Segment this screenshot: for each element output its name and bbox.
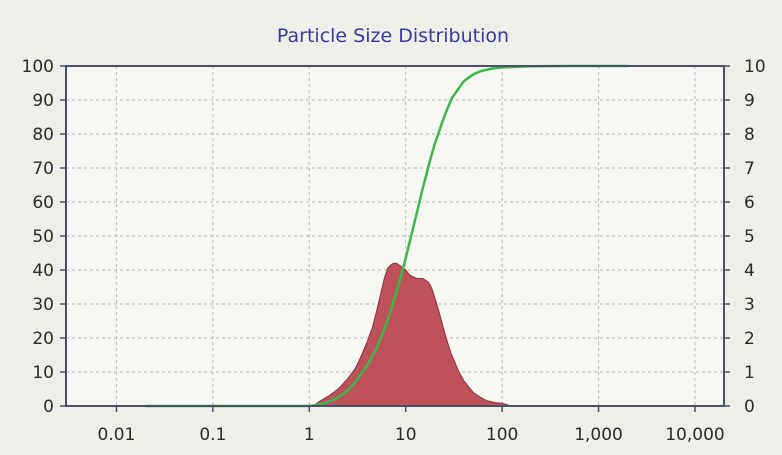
y-left-tick-label: 70 [32, 159, 54, 179]
x-tick-label: 100 [486, 425, 518, 445]
x-tick-label: 1,000 [574, 425, 623, 445]
y-right-tick-label: 9 [744, 91, 755, 111]
y-right-tick-label: 8 [744, 125, 755, 145]
cumulative-line [145, 64, 628, 408]
y-left-tick-label: 40 [32, 261, 54, 281]
x-tick-label: 1 [304, 425, 315, 445]
y-right-tick-label: 0 [744, 397, 755, 417]
y-right-tick-label: 2 [744, 329, 755, 349]
y-left-tick-label: 20 [32, 329, 54, 349]
y-right-tick-label: 10 [744, 57, 766, 77]
y-right-axis-ticks: 0 1 2 3 4 5 6 7 8 9 10 [724, 57, 766, 417]
y-left-tick-label: 30 [32, 295, 54, 315]
y-left-tick-label: 80 [32, 125, 54, 145]
x-tick-label: 10 [395, 425, 417, 445]
x-tick-label: 0.01 [97, 425, 135, 445]
y-left-tick-label: 60 [32, 193, 54, 213]
y-right-tick-label: 1 [744, 363, 755, 383]
y-left-tick-label: 90 [32, 91, 54, 111]
x-tick-label: 10,000 [665, 425, 724, 445]
y-left-tick-label: 50 [32, 227, 54, 247]
y-right-tick-label: 4 [744, 261, 755, 281]
cumulative-line-layer [145, 64, 628, 408]
y-right-tick-label: 3 [744, 295, 755, 315]
y-left-axis-ticks: 0 10 20 30 40 50 60 70 80 90 100 [22, 57, 66, 417]
y-right-tick-label: 7 [744, 159, 755, 179]
y-right-tick-label: 5 [744, 227, 755, 247]
y-left-tick-label: 10 [32, 363, 54, 383]
y-left-tick-label: 100 [22, 57, 54, 77]
x-axis-ticks: 0.01 0.1 1 10 100 1,000 10,000 [97, 406, 725, 445]
chart-title: Particle Size Distribution [277, 25, 509, 47]
y-right-tick-label: 6 [744, 193, 755, 213]
y-left-tick-label: 0 [43, 397, 54, 417]
x-tick-label: 0.1 [199, 425, 226, 445]
